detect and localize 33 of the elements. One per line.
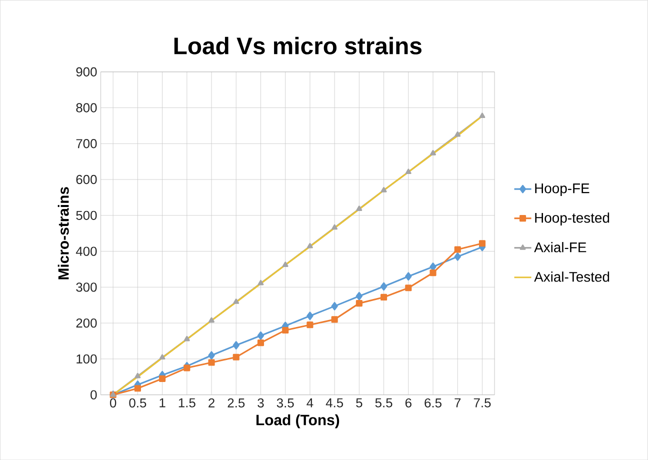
x-tick-label: 0 xyxy=(110,398,116,408)
y-tick-label: 500 xyxy=(76,210,97,220)
y-tick-label: 100 xyxy=(76,354,97,364)
x-tick-label: 7.5 xyxy=(474,398,491,408)
x-tick-label: 3.5 xyxy=(276,398,294,408)
x-tick-label: 4 xyxy=(306,398,314,408)
x-tick-label: 5.5 xyxy=(375,398,392,408)
y-tick-label: 600 xyxy=(76,174,97,184)
legend-label: Hoop-FE xyxy=(535,183,590,196)
y-tick-label: 700 xyxy=(76,138,97,148)
x-tick-label: 1 xyxy=(160,398,166,408)
x-tick-label: 2.5 xyxy=(228,398,245,408)
legend-label: Hoop-tested xyxy=(535,212,610,226)
y-tick-label: 0 xyxy=(90,390,97,400)
x-tick-label: 4.5 xyxy=(326,398,344,408)
y-tick-label: 800 xyxy=(76,103,97,112)
x-tick-label: 7 xyxy=(454,398,461,408)
legend-label: Axial-FE xyxy=(534,242,586,252)
y-tick-label: 900 xyxy=(76,67,97,76)
y-tick-label: 200 xyxy=(76,318,97,328)
x-tick-label: 6.5 xyxy=(424,398,442,408)
x-tick-label: 5 xyxy=(356,398,362,408)
x-tick-label: 2 xyxy=(208,398,214,408)
y-axis-title: Micro-strains xyxy=(58,187,69,280)
x-tick-label: 1.5 xyxy=(178,398,196,408)
x-tick-label: 0.5 xyxy=(129,398,146,408)
chart-title: Load Vs micro strains xyxy=(174,36,422,54)
y-tick-label: 300 xyxy=(76,282,97,292)
x-tick-label: 6 xyxy=(405,398,412,408)
y-tick-label: 400 xyxy=(76,246,97,256)
legend-label: Axial-Tested xyxy=(534,271,610,282)
x-axis-title: Load (Tons) xyxy=(256,414,340,428)
x-tick-label: 3 xyxy=(258,398,264,408)
